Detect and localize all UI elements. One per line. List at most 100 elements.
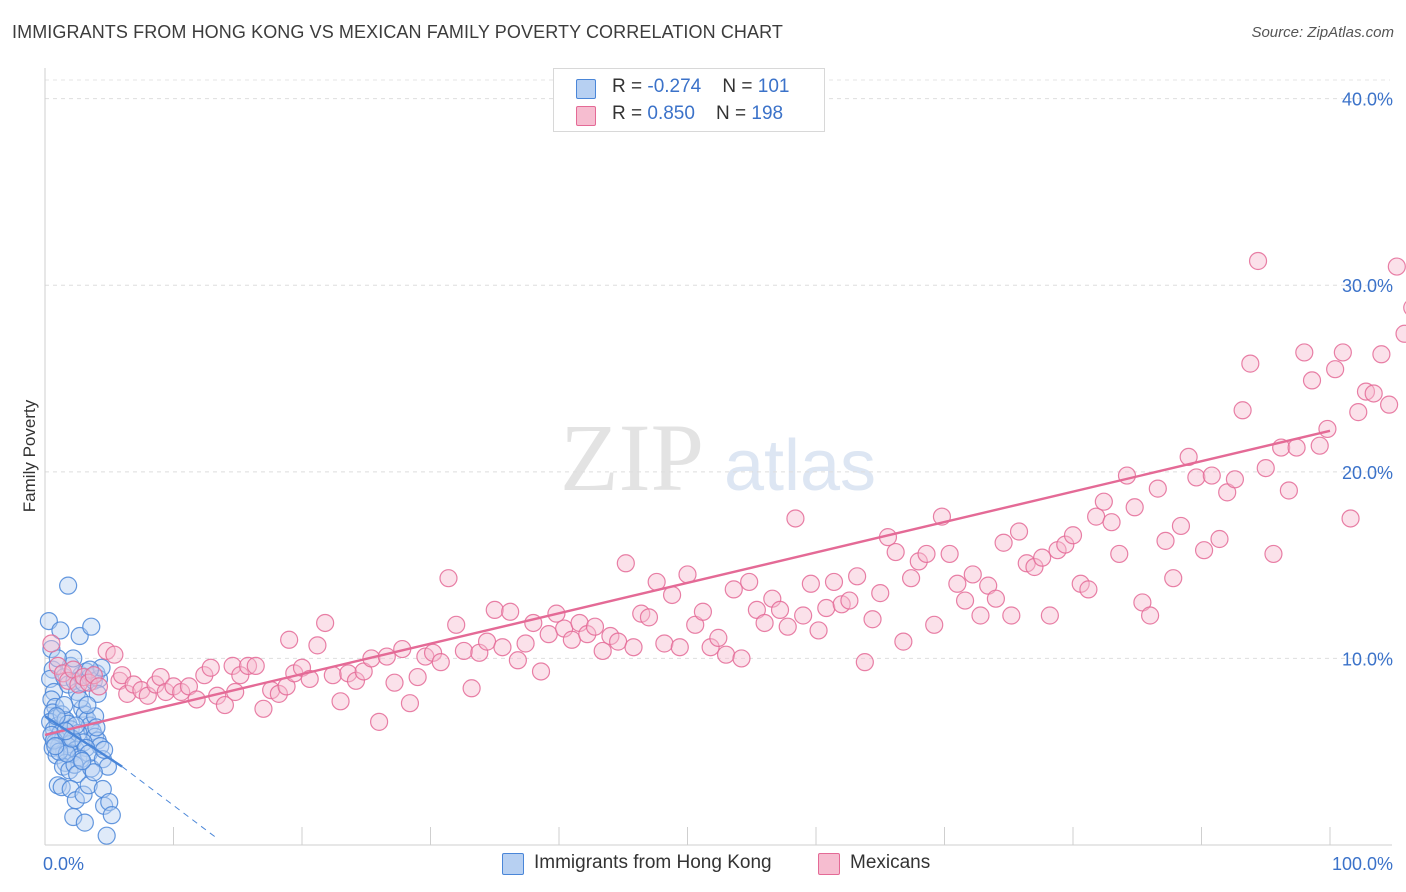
data-point [52, 778, 71, 797]
data-point [493, 638, 512, 657]
data-point [1033, 548, 1052, 567]
data-point [1326, 360, 1345, 379]
data-point [238, 656, 258, 675]
data-point [909, 552, 928, 571]
data-point [431, 653, 450, 672]
legend-r-label: R = [612, 103, 648, 124]
data-point [670, 638, 689, 657]
y-tick-label: 20.0% [1342, 463, 1393, 483]
data-point [269, 684, 288, 703]
data-point [331, 692, 350, 711]
data-point [447, 615, 466, 634]
data-point [346, 671, 366, 690]
data-point [223, 656, 242, 675]
data-point [778, 617, 797, 636]
data-point [955, 591, 975, 610]
data-point [1233, 401, 1252, 420]
data-point [1102, 513, 1121, 532]
data-point [1256, 458, 1275, 478]
data-point [308, 636, 327, 655]
data-point [616, 554, 635, 573]
legend-swatch-pink [576, 106, 596, 126]
x-tick-label-min: 0.0% [43, 854, 84, 874]
data-point [894, 632, 913, 651]
data-point [693, 602, 713, 621]
data-point [963, 565, 982, 584]
data-point [1002, 606, 1021, 625]
data-point [75, 813, 94, 832]
watermark-atlas: atlas [724, 426, 876, 506]
data-point [539, 625, 558, 644]
legend-swatch-blue [576, 79, 596, 99]
data-point [824, 572, 844, 592]
data-point [817, 598, 836, 618]
data-point [46, 737, 65, 756]
data-point [840, 591, 859, 610]
data-point [316, 613, 335, 633]
data-point [709, 628, 728, 647]
data-point [92, 658, 111, 677]
data-point [794, 606, 813, 625]
data-point [1202, 466, 1221, 485]
data-point [1079, 580, 1098, 599]
data-point [51, 621, 70, 640]
data-point [809, 621, 828, 640]
data-point [1040, 606, 1059, 625]
data-point [84, 763, 103, 782]
data-point [84, 666, 103, 685]
data-point [82, 617, 101, 636]
data-point [47, 707, 66, 726]
data-point [948, 574, 967, 593]
data-point [400, 694, 420, 713]
correlation-legend: R = -0.274 N = 101 R = 0.850 N = 198 [553, 68, 825, 132]
watermark-zip: ZIP [560, 404, 704, 511]
data-point [1094, 492, 1113, 511]
legend-n-value: 101 [757, 76, 790, 97]
data-point [925, 615, 944, 634]
data-point [1056, 535, 1075, 554]
grid-lines [45, 79, 1390, 659]
data-point [786, 509, 805, 528]
data-point [454, 641, 474, 661]
data-point [1210, 529, 1229, 549]
trend-lines [44, 429, 1331, 840]
data-point [42, 639, 61, 659]
data-point [971, 606, 990, 625]
trend-line-hong-kong-extension [121, 766, 219, 840]
data-point [501, 602, 520, 621]
data-point [42, 634, 61, 653]
x-tick-label-max: 100.0% [1332, 854, 1393, 874]
data-point [118, 684, 137, 703]
data-point [485, 600, 504, 620]
data-point [886, 542, 905, 562]
data-point [1148, 479, 1167, 498]
data-point [1225, 470, 1245, 489]
legend-r-value: -0.274 [647, 76, 702, 97]
watermark: ZIP atlas [560, 404, 876, 511]
data-point [740, 572, 759, 592]
data-point [639, 608, 659, 627]
data-point [1403, 301, 1406, 315]
data-point [1364, 384, 1383, 403]
data-point [655, 634, 674, 653]
data-point [1087, 507, 1106, 526]
data-point [246, 656, 265, 675]
data-point [624, 638, 643, 657]
tick-labels: 10.0% 20.0% 30.0% 40.0% 0.0% 100.0% [43, 90, 1393, 874]
legend-r-label: R = [612, 76, 648, 97]
data-point [1171, 516, 1191, 536]
data-point [516, 634, 535, 653]
data-point [1333, 343, 1352, 362]
data-point [871, 584, 890, 603]
y-tick-label: 10.0% [1342, 649, 1393, 669]
data-point [423, 643, 443, 662]
legend-n-label: N = [716, 103, 752, 124]
legend-r-value: 0.850 [647, 103, 695, 124]
legend-n-label: N = [722, 76, 758, 97]
data-point [105, 645, 124, 664]
data-point [863, 610, 882, 629]
data-point [59, 671, 78, 690]
data-point [1248, 251, 1268, 271]
data-point [1380, 395, 1399, 414]
